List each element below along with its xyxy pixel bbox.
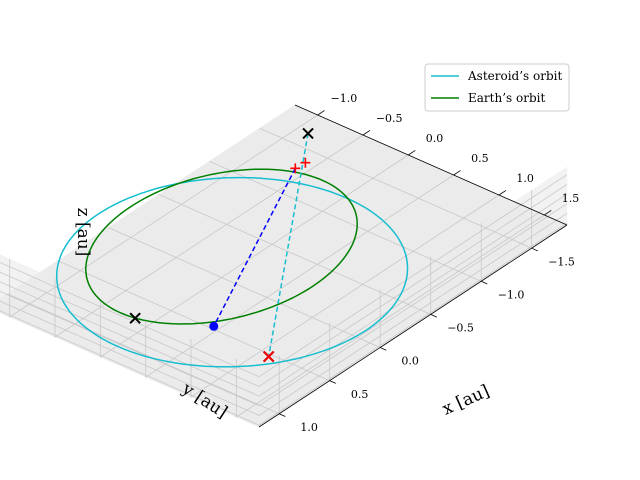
x-tick-mark bbox=[544, 210, 552, 216]
y-tick-mark bbox=[481, 280, 488, 285]
y-tick-mark bbox=[531, 247, 538, 252]
dashed-segment-1 bbox=[267, 133, 309, 357]
x-axis-line bbox=[294, 104, 568, 226]
x-axis-label: x [au] bbox=[439, 381, 492, 419]
x-marker-1 bbox=[129, 312, 141, 324]
x-marker-3 bbox=[262, 350, 275, 363]
y-tick-label: 0.5 bbox=[351, 388, 369, 401]
grid-line-x bbox=[54, 134, 364, 338]
x-tick-label: 0.5 bbox=[471, 152, 489, 165]
grid-line-z bbox=[0, 174, 568, 378]
y-tick-mark bbox=[329, 380, 336, 384]
x-tick-label: −1.0 bbox=[330, 92, 357, 105]
plus-marker-4 bbox=[290, 163, 301, 174]
dashed-segment-0 bbox=[213, 168, 296, 327]
y-tick-mark bbox=[279, 413, 286, 417]
grid-line-x bbox=[145, 174, 454, 378]
grid-line-z bbox=[0, 213, 568, 416]
legend-entry-earth: Earth’s orbit bbox=[468, 91, 545, 105]
legend-box bbox=[424, 63, 570, 112]
y-tick-label: −0.5 bbox=[447, 322, 474, 335]
grid-line-z bbox=[0, 222, 568, 426]
grid-line-z bbox=[0, 193, 568, 397]
grid-line-z bbox=[0, 184, 568, 387]
y-tick-label: 1.0 bbox=[300, 421, 318, 434]
y-tick-mark bbox=[430, 314, 437, 318]
x-tick-mark bbox=[362, 130, 371, 136]
x-tick-label: 0.0 bbox=[426, 132, 444, 145]
x-tick-mark bbox=[498, 190, 507, 196]
tick-marks: −1.0 −0.5 0.0 0.5 1.0 1.5 1.0 0.5 0.0 −0.5 −1.0 −1.… bbox=[279, 92, 580, 434]
x-marker-0 bbox=[302, 127, 314, 140]
plus-marker-6 bbox=[300, 157, 311, 168]
grid-line-x bbox=[9, 114, 318, 318]
grid-line-x bbox=[190, 194, 500, 398]
asteroid-orbit-line bbox=[55, 176, 409, 368]
x-tick-label: −0.5 bbox=[376, 112, 403, 125]
z-axis-label: z [au] bbox=[73, 208, 93, 257]
y-axis-line bbox=[258, 224, 568, 428]
grid-line-x bbox=[99, 154, 409, 358]
x-tick-mark bbox=[408, 150, 416, 156]
circle-marker-5 bbox=[209, 321, 219, 331]
plot-area bbox=[55, 127, 409, 368]
grid-line-z bbox=[0, 203, 568, 407]
axis-lines bbox=[258, 104, 568, 428]
x-tick-label: 1.5 bbox=[562, 192, 580, 205]
legend: Asteroid’s orbit Earth’s orbit bbox=[424, 63, 570, 112]
y-tick-mark bbox=[380, 347, 387, 351]
x-tick-mark bbox=[453, 170, 461, 176]
legend-entry-asteroid: Asteroid’s orbit bbox=[467, 69, 562, 83]
y-tick-label: −1.0 bbox=[498, 288, 525, 301]
x-tick-label: 1.0 bbox=[516, 172, 534, 185]
grid-line-x bbox=[235, 214, 545, 418]
x-tick-mark bbox=[317, 110, 325, 116]
earth-orbit-line bbox=[85, 168, 358, 325]
y-tick-label: 0.0 bbox=[401, 355, 419, 368]
y-tick-label: −1.5 bbox=[548, 255, 575, 268]
